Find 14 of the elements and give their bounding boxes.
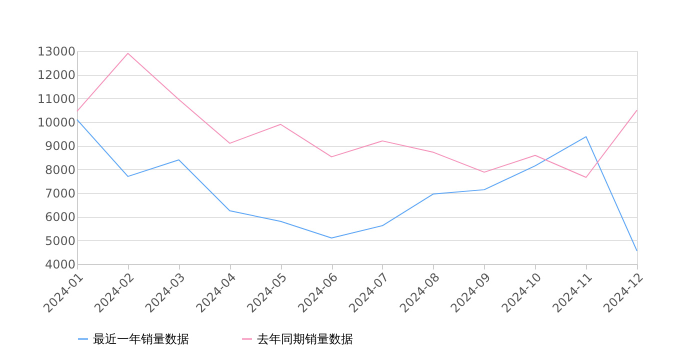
y-tick-label: 5000 [44,234,76,248]
y-tick-label: 10000 [37,116,76,130]
y-tick-label: 7000 [44,186,76,200]
legend-label: 最近一年销量数据 [93,332,189,346]
line-series [76,52,638,178]
y-tick-label: 4000 [44,258,76,272]
line-series [76,119,638,252]
y-tick-label: 9000 [44,139,76,154]
y-tick-label: 8000 [44,162,76,177]
y-tick-label: 12000 [37,68,76,82]
y-tick-label: 6000 [44,210,76,224]
y-tick-label: 13000 [37,44,76,58]
legend-label: 去年同期销量数据 [257,332,353,346]
y-tick-label: 11000 [37,92,76,106]
